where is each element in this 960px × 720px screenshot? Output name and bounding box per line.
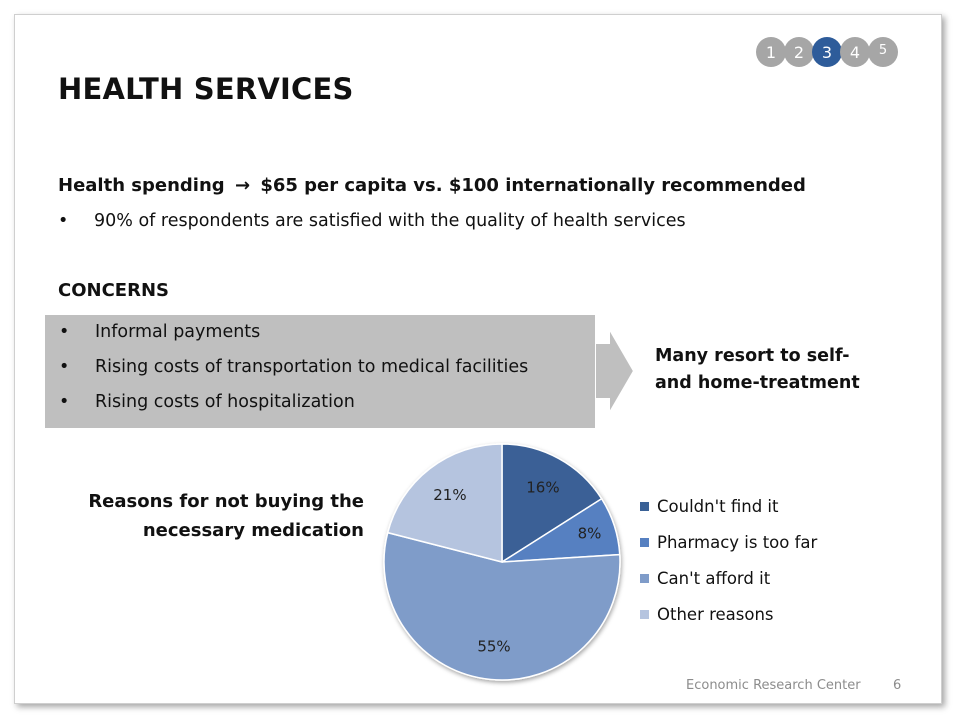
- concerns-heading: CONCERNS: [58, 280, 169, 301]
- concern-item: • Informal payments: [59, 322, 260, 342]
- pie-chart: 16% 8% 55% 21%: [383, 443, 621, 681]
- legend-label: Other reasons: [657, 604, 774, 624]
- slice-data-label: 8%: [578, 525, 602, 543]
- legend-item: Can't afford it: [640, 560, 817, 596]
- pager-dot-1[interactable]: 1: [756, 37, 786, 67]
- spending-prefix: Health spending: [58, 175, 225, 196]
- chart-legend: Couldn't find it Pharmacy is too far Can…: [640, 488, 817, 632]
- legend-item: Other reasons: [640, 596, 817, 632]
- page-title: HEALTH SERVICES: [58, 72, 354, 106]
- bullet-icon: •: [59, 322, 70, 342]
- bullet-icon: •: [59, 357, 70, 377]
- pager-dot-4[interactable]: 4: [840, 37, 870, 67]
- satisfaction-bullet: • 90% of respondents are satisfied with t…: [58, 211, 686, 231]
- spending-text: $65 per capita vs. $100 internationally …: [260, 175, 806, 196]
- footer-org: Economic Research Center: [686, 678, 861, 693]
- slice-data-label: 16%: [526, 479, 559, 497]
- concern-text: Informal payments: [95, 322, 261, 342]
- outcome-line-2: and home-treatment: [655, 373, 860, 393]
- legend-swatch: [640, 501, 649, 511]
- health-spending-line: Health spending → $65 per capita vs. $10…: [58, 175, 806, 196]
- pie-slice: [386, 443, 503, 563]
- page-number: 6: [893, 678, 902, 693]
- legend-swatch: [640, 573, 649, 583]
- satisfaction-text: 90% of respondents are satisfied with th…: [94, 211, 686, 231]
- pager-dot-2[interactable]: 2: [784, 37, 814, 67]
- bullet-icon: •: [59, 392, 70, 412]
- legend-label: Can't afford it: [657, 568, 771, 588]
- slice-data-label: 55%: [477, 638, 510, 656]
- legend-label: Couldn't find it: [657, 496, 779, 516]
- concern-text: Rising costs of transportation to medica…: [95, 357, 529, 377]
- slice-data-label: 21%: [433, 486, 466, 504]
- arrow-icon: [595, 324, 636, 418]
- pie-slice: [383, 531, 621, 681]
- slide-pager: 1 2 3 4 5: [756, 37, 898, 67]
- concern-item: • Rising costs of hospitalization: [59, 392, 355, 412]
- chart-caption: Reasons for not buying the necessary med…: [88, 487, 364, 545]
- legend-item: Couldn't find it: [640, 488, 817, 524]
- bullet-icon: •: [58, 211, 69, 231]
- concern-text: Rising costs of hospitalization: [95, 392, 355, 412]
- pie-slice: [501, 443, 603, 564]
- outcome-line-1: Many resort to self-: [655, 346, 850, 366]
- legend-swatch: [640, 537, 649, 547]
- outcome-text: Many resort to self- and home-treatment: [655, 343, 860, 397]
- right-arrow-icon: →: [234, 175, 251, 196]
- legend-swatch: [640, 609, 649, 619]
- legend-item: Pharmacy is too far: [640, 524, 817, 560]
- chart-caption-line-2: necessary medication: [142, 520, 364, 541]
- chart-caption-line-1: Reasons for not buying the: [88, 491, 364, 512]
- concern-item: • Rising costs of transportation to medic…: [59, 357, 528, 377]
- concerns-box: • Informal payments • Rising costs of tran…: [45, 315, 595, 428]
- pager-dot-3[interactable]: 3: [812, 37, 842, 67]
- legend-label: Pharmacy is too far: [657, 532, 818, 552]
- pager-dot-5[interactable]: 5: [868, 37, 898, 67]
